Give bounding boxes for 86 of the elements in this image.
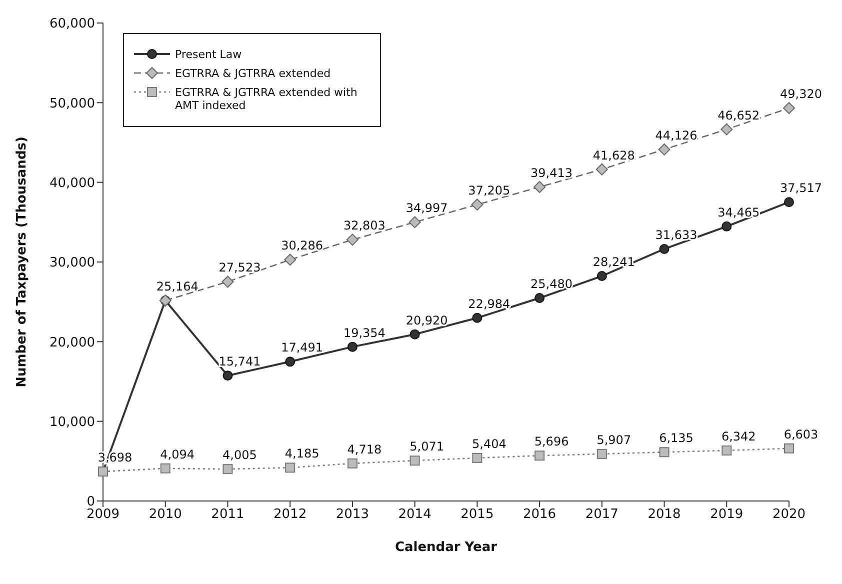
y-tick-label: 10,000 <box>50 414 95 430</box>
data-label: 34,997 <box>406 201 448 216</box>
point <box>347 342 358 352</box>
data-label: 4,718 <box>347 442 382 456</box>
x-tick-label: 2009 <box>86 507 120 522</box>
data-label: 37,205 <box>468 184 510 198</box>
data-label: 5,696 <box>534 434 569 449</box>
point <box>534 181 546 194</box>
point <box>160 463 170 474</box>
point <box>784 443 794 454</box>
data-label: 27,523 <box>218 260 261 275</box>
point <box>472 312 482 323</box>
x-tick-label: 2014 <box>398 507 432 522</box>
data-label: 5,071 <box>410 440 444 454</box>
y-tick-label: 60,000 <box>50 16 95 32</box>
point <box>783 102 795 114</box>
point <box>784 197 794 208</box>
data-label: 6,342 <box>721 429 756 444</box>
data-label: 17,491 <box>281 340 324 355</box>
point <box>658 143 670 156</box>
point <box>659 244 670 254</box>
legend-label: EGTRRA & JGTRRA extended <box>175 67 331 80</box>
data-label: 6,603 <box>784 427 818 442</box>
point <box>408 216 421 228</box>
x-axis-title: Calendar Year <box>394 540 498 555</box>
data-label: 30,286 <box>281 238 324 253</box>
data-label: 19,354 <box>343 326 386 340</box>
point <box>534 293 545 304</box>
x-tick-label: 2020 <box>772 507 806 522</box>
y-tick-label: 20,000 <box>50 335 95 350</box>
data-label: 4,094 <box>160 447 195 462</box>
data-label: 25,164 <box>156 280 198 294</box>
y-tick-label: 30,000 <box>50 256 95 271</box>
point <box>720 123 733 136</box>
data-label: 31,633 <box>655 228 698 242</box>
data-label: 22,984 <box>468 296 510 311</box>
data-label: 39,413 <box>530 166 573 180</box>
data-label: 6,135 <box>659 431 694 446</box>
point <box>222 276 234 288</box>
data-label: 15,741 <box>218 354 261 369</box>
data-label: 46,652 <box>718 108 760 122</box>
x-tick-label: 2011 <box>211 507 244 522</box>
data-label: 5,404 <box>472 436 506 451</box>
point <box>596 448 607 459</box>
data-label: 37,517 <box>780 181 822 196</box>
point <box>659 447 670 458</box>
x-tick-label: 2016 <box>523 507 556 522</box>
point <box>346 234 358 246</box>
x-tick-label: 2017 <box>585 507 618 522</box>
data-label: 41,628 <box>592 148 635 162</box>
point <box>347 458 358 468</box>
x-tick-label: 2013 <box>336 507 369 522</box>
point <box>534 450 545 461</box>
point <box>722 221 732 232</box>
point <box>596 163 608 176</box>
data-label: 44,126 <box>655 128 698 142</box>
x-tick-label: 2015 <box>460 507 494 522</box>
x-tick-label: 2010 <box>148 507 182 522</box>
data-label: 4,185 <box>284 446 320 461</box>
point <box>410 456 420 466</box>
point <box>722 445 732 456</box>
point <box>285 462 296 473</box>
point <box>222 464 233 474</box>
point <box>472 452 482 463</box>
data-label: 5,907 <box>596 432 632 447</box>
x-tick-label: 2019 <box>710 507 744 522</box>
data-label: 20,920 <box>406 313 448 328</box>
y-tick-label: 50,000 <box>50 96 95 112</box>
data-label: 34,465 <box>718 205 760 220</box>
y-tick-label: 40,000 <box>50 176 95 191</box>
point <box>596 271 607 282</box>
point <box>284 254 296 266</box>
data-label: 25,480 <box>530 277 573 292</box>
legend-label: Present Law <box>175 48 242 61</box>
data-label: 4,005 <box>222 448 257 462</box>
data-label: 32,803 <box>343 218 386 233</box>
data-label: 49,320 <box>780 87 822 102</box>
legend-label: EGTRRA & JGTRRA extended with AMT indexed <box>175 86 358 112</box>
x-tick-label: 2018 <box>648 507 681 522</box>
data-label: 28,241 <box>592 255 635 270</box>
point <box>222 370 233 381</box>
x-tick-label: 2012 <box>274 507 307 522</box>
point <box>471 198 484 211</box>
y-axis-title: Number of Taxpayers (Thousands) <box>14 136 30 388</box>
point <box>410 329 420 340</box>
point <box>285 356 296 367</box>
